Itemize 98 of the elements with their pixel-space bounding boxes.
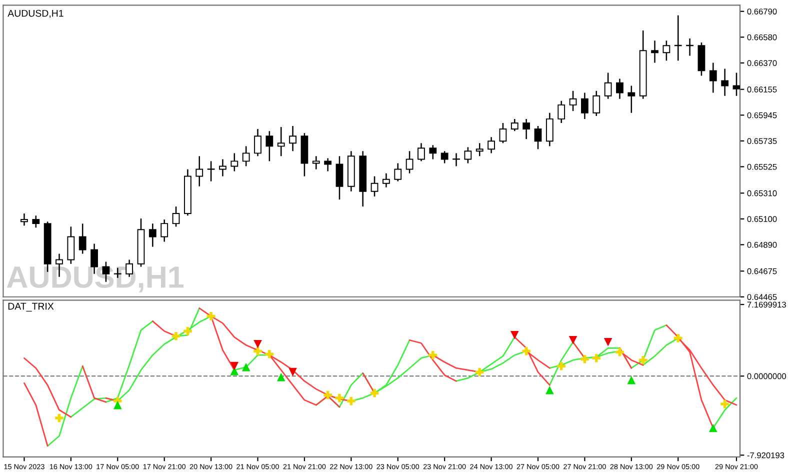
chart-title: DAT_TRIX [8,302,54,312]
point [522,346,530,356]
point [638,356,648,364]
candlestick [277,126,285,157]
candlestick [721,68,729,96]
candlestick [709,62,717,94]
point [254,340,262,348]
point [592,354,601,362]
candlestick [464,146,472,164]
candlestick [452,152,460,167]
y-tick-label: 0.64890 [747,242,777,248]
candlestick [418,142,425,162]
y-tick-label: 0.66370 [747,60,777,66]
candlestick [558,100,566,124]
candlestick [242,146,250,167]
candlestick [324,158,332,172]
point [324,390,332,400]
point [674,334,682,342]
candlestick [148,222,156,248]
candlestick [604,72,612,100]
candlestick [662,40,670,62]
y-tick-label: 0.65525 [747,164,777,170]
candlestick [569,90,577,112]
y-tick-label: 0.65735 [747,138,777,144]
point [254,346,262,356]
point [604,338,612,346]
candlestick [674,14,682,62]
candlestick [219,158,226,177]
point [627,376,636,384]
candlestick [499,122,507,144]
point [184,326,192,336]
candlestick [289,125,296,152]
y-tick-label: 0.66155 [747,86,777,92]
candlestick [196,156,204,187]
y-tick-label: 0.65100 [747,216,777,222]
candlestick [20,212,28,226]
candlestick [230,152,238,172]
point [288,368,297,376]
candlestick [370,176,378,198]
point [370,388,379,398]
point [347,396,356,406]
y-tick-label: 0.65945 [747,112,777,118]
point [276,372,286,382]
candlestick [78,222,86,254]
point [580,354,589,364]
point [510,330,519,340]
candlestick [628,85,636,114]
candlestick [616,78,624,100]
y-tick-label: 0.64675 [747,268,777,274]
point [428,350,438,360]
point [335,394,344,402]
y-tick-label: 0.0000000 [747,373,786,380]
point [242,362,250,372]
point [206,312,216,320]
candlestick [651,40,658,64]
candlestick [207,160,215,182]
candlestick [546,112,554,147]
candlestick [172,206,180,228]
point [546,386,554,394]
candlestick [32,214,40,228]
y-tick-label: -7.920193 [747,452,784,458]
point [557,362,566,370]
candlestick [522,118,530,140]
candlestick [488,136,495,154]
candlestick [592,90,600,117]
candlestick [312,156,320,170]
candlestick [476,142,484,157]
candlestick [114,267,122,278]
y-tick-label: 0.66580 [747,34,777,40]
candlestick [394,162,402,182]
candlestick [510,118,518,132]
point [568,336,578,344]
point [616,348,624,356]
y-tick-label: 0.65310 [747,190,777,196]
point [55,414,64,422]
candlestick [382,172,390,188]
candlestick [429,144,437,160]
candlestick [581,92,588,120]
candlestick [534,125,542,150]
candlestick [336,156,344,200]
candlestick [254,128,262,157]
y-tick-label: 0.66790 [747,8,777,14]
point [265,350,274,358]
candlestick [440,150,448,164]
point [720,400,729,408]
chart-title: AUDUSD,H1 [8,10,64,18]
point [113,400,122,410]
candlestick [266,130,274,162]
point [172,332,180,340]
point [230,362,239,370]
y-tick-label: 7.1699913 [747,302,786,308]
y-tick-label: 0.64465 [747,294,777,300]
candlestick [67,226,75,264]
point [708,424,718,432]
candlestick [406,150,414,174]
point [475,368,484,376]
candlestick [686,38,694,56]
candlestick [160,218,168,242]
